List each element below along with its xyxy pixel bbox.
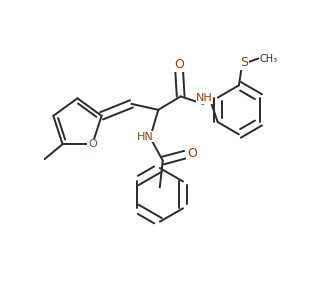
Text: HN: HN [137, 132, 154, 142]
Text: CH₃: CH₃ [260, 54, 278, 64]
Text: O: O [187, 147, 197, 160]
Text: O: O [174, 58, 184, 71]
Text: NH: NH [196, 94, 213, 103]
Text: S: S [240, 57, 248, 70]
Text: O: O [88, 139, 97, 149]
